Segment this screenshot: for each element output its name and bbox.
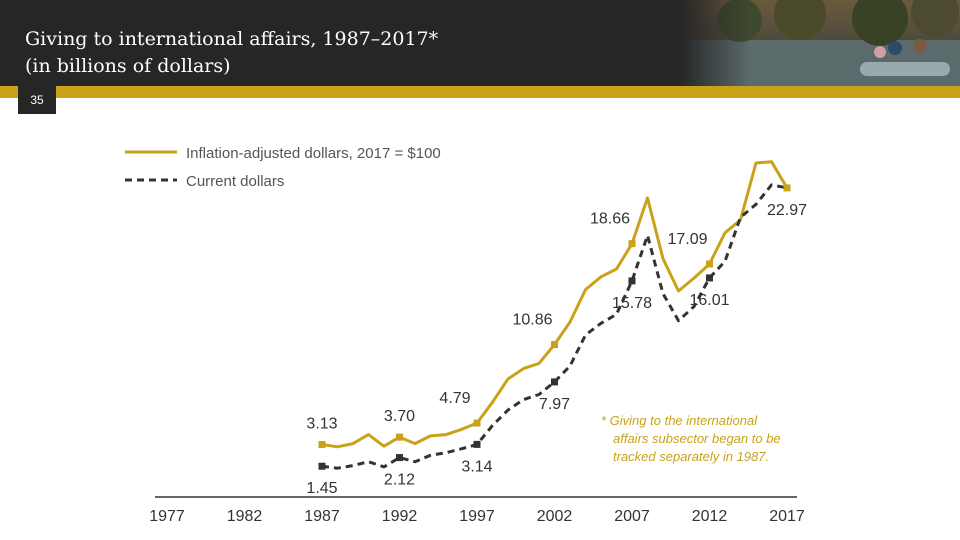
data-marker-current-1992 xyxy=(396,454,403,462)
data-label-current-1987: 1.45 xyxy=(306,480,337,497)
x-tick-label-1992: 1992 xyxy=(382,508,418,525)
data-marker-adjusted-2007 xyxy=(628,240,636,248)
footnote-line-3: tracked separately in 1987. xyxy=(613,449,769,464)
page-number: 35 xyxy=(18,86,56,114)
data-marker-adjusted-2017 xyxy=(783,184,791,192)
legend-label-inflation-adjusted: Inflation-adjusted dollars, 2017 = $100 xyxy=(186,145,441,162)
data-marker-current-2007 xyxy=(628,277,636,285)
data-label-adjusted-2007: 18.66 xyxy=(590,211,630,228)
x-tick-label-1977: 1977 xyxy=(149,508,185,525)
legend-label-current: Current dollars xyxy=(186,173,284,190)
x-tick-label-1982: 1982 xyxy=(227,508,263,525)
data-label-current-1992: 2.12 xyxy=(384,472,415,489)
footnote-line-1: * Giving to the international xyxy=(601,413,758,428)
data-label-current-1997: 3.14 xyxy=(461,458,492,475)
x-tick-label-1997: 1997 xyxy=(459,508,495,525)
data-marker-adjusted-2002 xyxy=(551,341,558,349)
data-label-adjusted-1997: 4.79 xyxy=(439,390,470,407)
chart-footnote: * Giving to the international affairs sub… xyxy=(601,413,781,464)
chart-data-labels: 3.13 1.45 3.70 2.12 4.79 3.14 10.86 7.97 18.66 15… xyxy=(306,184,807,497)
x-tick-label-2012: 2012 xyxy=(692,508,728,525)
data-marker-adjusted-1997 xyxy=(473,419,481,427)
data-marker-adjusted-1992 xyxy=(396,433,403,441)
data-label-current-2002: 7.97 xyxy=(539,396,570,413)
x-tick-label-2007: 2007 xyxy=(614,508,650,525)
data-label-adjusted-1992: 3.70 xyxy=(384,408,415,425)
data-marker-current-2002 xyxy=(551,378,558,386)
accent-rule xyxy=(0,86,960,98)
chart-axes: 1977 1982 1987 1992 1997 2002 2007 2012 2017 xyxy=(149,496,805,525)
data-label-adjusted-1987: 3.13 xyxy=(306,416,337,433)
data-label-current-2007: 15.78 xyxy=(612,295,652,312)
data-marker-adjusted-2012 xyxy=(706,260,713,268)
header-photo xyxy=(680,0,960,86)
data-marker-adjusted-1987 xyxy=(318,441,326,449)
slide-title: Giving to international affairs, 1987–20… xyxy=(25,26,438,80)
x-tick-label-2017: 2017 xyxy=(769,508,805,525)
data-label-adjusted-2002: 10.86 xyxy=(512,312,552,329)
chart-legend: Inflation-adjusted dollars, 2017 = $100 C… xyxy=(125,145,441,190)
footnote-line-2: affairs subsector began to be xyxy=(613,431,781,446)
data-label-current-2012: 16.01 xyxy=(689,292,729,309)
data-marker-current-1987 xyxy=(318,462,326,470)
data-marker-current-2012 xyxy=(706,274,713,282)
data-label-adjusted-2017: 22.97 xyxy=(767,202,807,219)
x-tick-label-2002: 2002 xyxy=(537,508,573,525)
data-marker-current-1997 xyxy=(473,440,481,448)
slide-title-line-2: (in billions of dollars) xyxy=(25,55,231,77)
x-tick-label-1987: 1987 xyxy=(304,508,340,525)
slide-title-line-1: Giving to international affairs, 1987–20… xyxy=(25,28,439,50)
title-bar: Giving to international affairs, 1987–20… xyxy=(0,0,960,86)
data-label-adjusted-2012: 17.09 xyxy=(667,231,707,248)
